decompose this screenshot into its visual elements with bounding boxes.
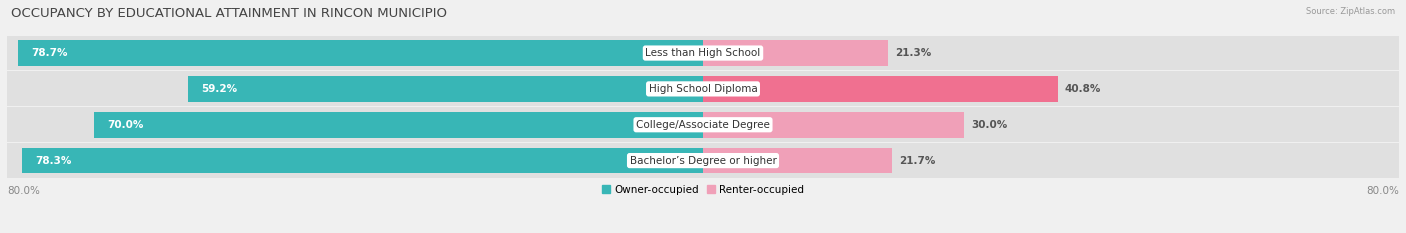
- Bar: [22, 148, 703, 174]
- Bar: [18, 40, 703, 66]
- Text: 78.3%: 78.3%: [35, 156, 72, 166]
- Text: Bachelor’s Degree or higher: Bachelor’s Degree or higher: [630, 156, 776, 166]
- Text: College/Associate Degree: College/Associate Degree: [636, 120, 770, 130]
- Legend: Owner-occupied, Renter-occupied: Owner-occupied, Renter-occupied: [598, 181, 808, 199]
- Bar: [7, 36, 1399, 70]
- Text: 80.0%: 80.0%: [7, 186, 39, 196]
- Bar: [7, 72, 1399, 106]
- Bar: [703, 76, 1057, 102]
- Text: 30.0%: 30.0%: [972, 120, 1007, 130]
- Text: Less than High School: Less than High School: [645, 48, 761, 58]
- Bar: [703, 40, 889, 66]
- Text: 59.2%: 59.2%: [201, 84, 238, 94]
- Text: Source: ZipAtlas.com: Source: ZipAtlas.com: [1306, 7, 1395, 16]
- Text: 78.7%: 78.7%: [31, 48, 67, 58]
- Bar: [7, 143, 1399, 178]
- Text: 21.3%: 21.3%: [896, 48, 932, 58]
- Text: 70.0%: 70.0%: [107, 120, 143, 130]
- Bar: [703, 148, 891, 174]
- Bar: [703, 112, 965, 138]
- Text: 40.8%: 40.8%: [1064, 84, 1101, 94]
- Text: OCCUPANCY BY EDUCATIONAL ATTAINMENT IN RINCON MUNICIPIO: OCCUPANCY BY EDUCATIONAL ATTAINMENT IN R…: [11, 7, 447, 20]
- Text: 21.7%: 21.7%: [898, 156, 935, 166]
- Bar: [94, 112, 703, 138]
- Text: High School Diploma: High School Diploma: [648, 84, 758, 94]
- Bar: [7, 107, 1399, 142]
- Text: 80.0%: 80.0%: [1367, 186, 1399, 196]
- Bar: [188, 76, 703, 102]
